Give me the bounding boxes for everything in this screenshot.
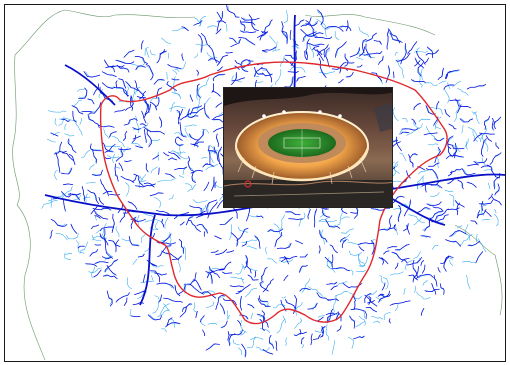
outer-boundary-line	[12, 9, 503, 361]
main-river-5	[64, 64, 116, 106]
stadium-photo	[224, 88, 392, 207]
olympic-stadium-photo-icon	[223, 87, 393, 208]
map-frame	[4, 4, 506, 362]
boundary-line	[99, 61, 448, 325]
main-river-3	[139, 214, 156, 306]
main-river-4	[384, 194, 446, 226]
